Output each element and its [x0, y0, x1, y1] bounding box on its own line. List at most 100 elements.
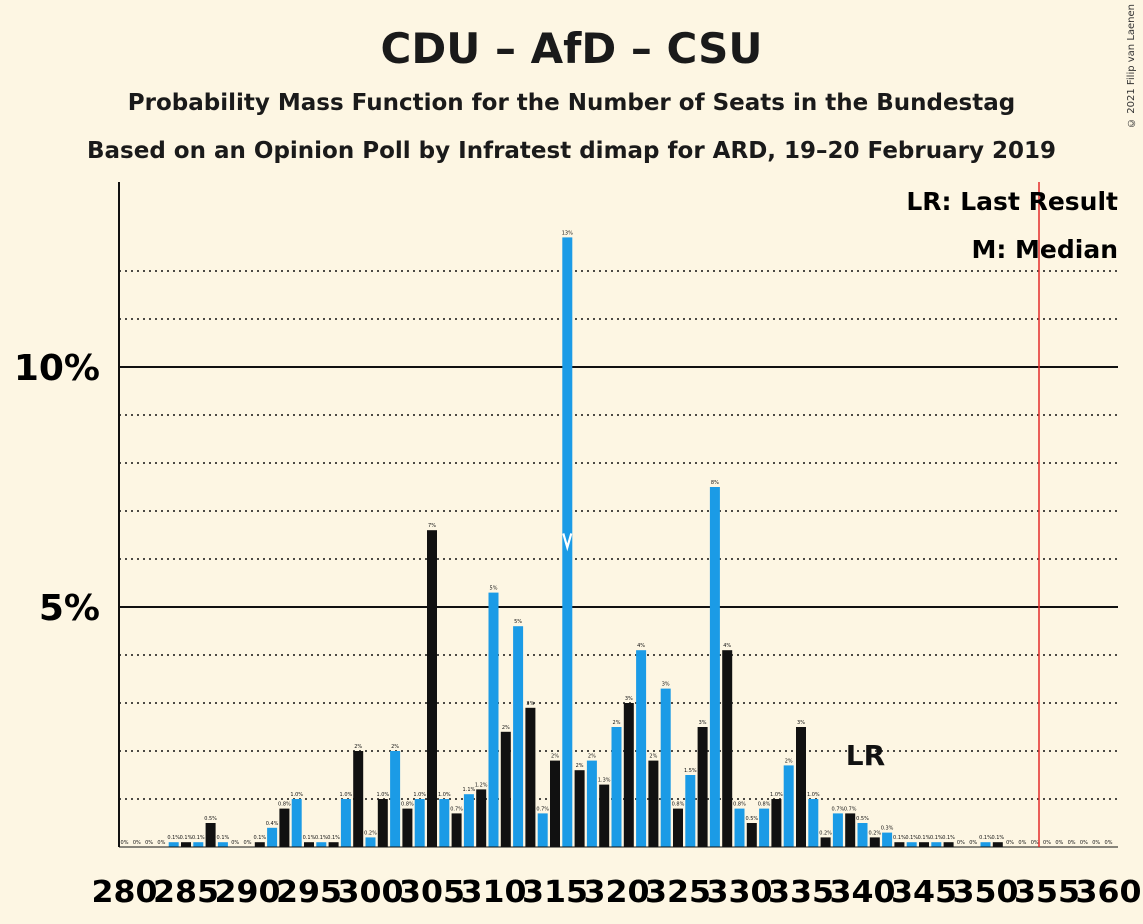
bar [291, 799, 302, 847]
bar-value-label: 4% [723, 643, 731, 649]
bar-value-label: 3% [797, 720, 805, 726]
bar-value-label: 0.3% [881, 826, 894, 832]
bar [808, 799, 819, 847]
y-tick-labels: 5% 10% [14, 348, 100, 629]
bar-value-label: 0.1% [893, 835, 906, 841]
bar-value-labels: 0% 0% 0% 0%0.1% 0.1% 0.1%0.5%0.1%0% 0%0.1%0.4%… [121, 230, 1113, 846]
bar [562, 237, 573, 847]
bar-value-label: 0% [157, 840, 165, 846]
bar [377, 799, 388, 847]
bar [623, 703, 634, 847]
bar [365, 837, 376, 847]
bar [279, 808, 290, 847]
bar-value-label: 2% [502, 725, 510, 731]
x-tick-label: 305 [399, 875, 465, 910]
bar-value-label: 1.0% [413, 792, 426, 798]
bar [709, 487, 720, 847]
bar [771, 799, 782, 847]
chart-title: CDU – AfD – CSU [380, 24, 763, 73]
x-tick-label: 285 [153, 875, 219, 910]
bar [599, 784, 610, 847]
bar [796, 727, 806, 847]
bar-value-label: 0% [1092, 840, 1100, 846]
bar-value-label: 3% [526, 701, 534, 707]
bar-value-label: 0.1% [905, 835, 918, 841]
bar [427, 530, 437, 847]
bar-value-label: 0.8% [672, 802, 685, 808]
bar [673, 808, 683, 847]
bar-value-label: 1.0% [438, 792, 451, 798]
bar-value-label: 2% [588, 754, 596, 760]
bar-value-label: 2% [613, 720, 621, 726]
bar [697, 727, 708, 847]
bar [906, 842, 917, 847]
x-tick-label: 355 [1014, 875, 1080, 910]
bar [820, 837, 831, 847]
bar [439, 799, 450, 847]
legend-median: M: Median [971, 235, 1118, 264]
bar-value-label: 0.1% [327, 835, 340, 841]
bar [488, 592, 499, 847]
bar-value-label: 2% [576, 763, 584, 769]
bar-value-label: 3% [699, 720, 707, 726]
bar [931, 842, 942, 847]
bar-value-label: 0.5% [856, 816, 869, 822]
bar-value-label: 2% [391, 744, 399, 750]
bar [574, 770, 585, 847]
x-tick-label: 295 [276, 875, 342, 910]
bar [857, 823, 868, 847]
bar-value-label: 5% [490, 586, 498, 592]
chart-subtitle-source: Based on an Opinion Poll by Infratest di… [87, 138, 1056, 164]
x-tick-label: 320 [584, 875, 650, 910]
bar-value-label: 0.1% [991, 835, 1004, 841]
bar-value-label: 3% [662, 682, 670, 688]
bar-value-label: 0.7% [450, 806, 463, 812]
bar-value-label: 1.0% [340, 792, 353, 798]
bar-value-label: 3% [625, 696, 633, 702]
bar-value-label: 0% [1055, 840, 1063, 846]
bar-value-label: 0% [1043, 840, 1051, 846]
bar-value-label: 0.5% [204, 816, 217, 822]
median-marker [562, 533, 573, 552]
legend-lr: LR: Last Result [906, 187, 1118, 216]
bar-value-label: 0.4% [266, 821, 279, 827]
bar-value-label: 0% [145, 840, 153, 846]
bar-value-label: 0.1% [942, 835, 955, 841]
bar [660, 688, 671, 847]
bar [316, 842, 327, 847]
bars [168, 237, 1003, 847]
bar [722, 650, 733, 847]
bar-value-label: 1.0% [807, 792, 820, 798]
bar-value-label: 1.0% [376, 792, 389, 798]
x-tick-label: 360 [1076, 875, 1142, 910]
x-tick-label: 350 [953, 875, 1019, 910]
bar-value-label: 0.1% [180, 835, 193, 841]
bar-value-label: 0% [133, 840, 141, 846]
bar-value-label: 8% [711, 480, 719, 486]
bar [845, 813, 856, 847]
bar [894, 842, 905, 847]
bar [328, 842, 339, 847]
bar-value-label: 0.1% [217, 835, 230, 841]
bar-value-label: 2% [551, 754, 559, 760]
bar-value-label: 13% [562, 230, 573, 236]
bar-value-label: 0% [1018, 840, 1026, 846]
bar-value-label: 1.0% [290, 792, 303, 798]
bar [746, 823, 757, 847]
bar [734, 808, 745, 847]
bar [992, 842, 1003, 847]
bar [414, 799, 425, 847]
bar [832, 813, 843, 847]
bar [685, 775, 696, 847]
bar [254, 842, 265, 847]
bar-value-label: 0% [1068, 840, 1076, 846]
bar-value-label: 0.2% [868, 830, 881, 836]
bar-value-label: 5% [514, 619, 522, 625]
bar-value-label: 0.8% [278, 802, 291, 808]
x-tick-label: 280 [92, 875, 158, 910]
x-tick-label: 325 [645, 875, 711, 910]
bar [943, 842, 954, 847]
last-result-label: LR [846, 739, 885, 772]
bar-value-label: 1.0% [770, 792, 783, 798]
